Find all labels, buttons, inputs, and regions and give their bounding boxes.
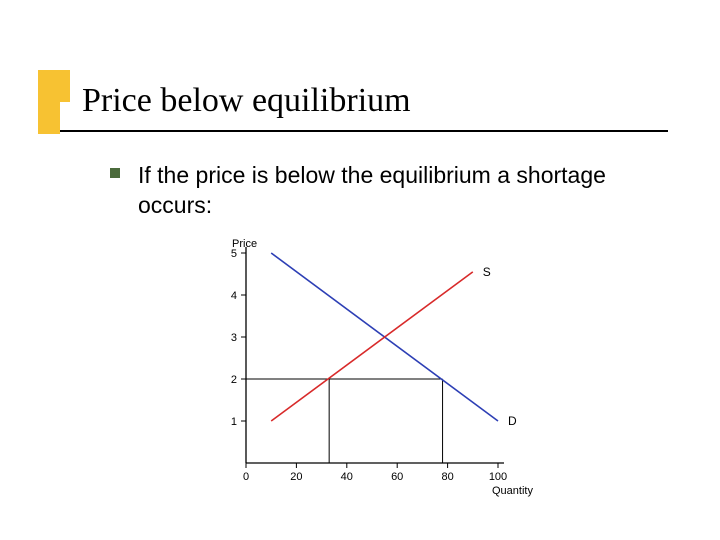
bullet-row: If the price is below the equilibrium a … [110,160,650,220]
x-tick-label: 40 [341,471,353,483]
supply-demand-chart: 12345020406080100PriceQuantitySD [178,235,538,500]
y-tick-label: 1 [231,416,237,428]
y-axis-label: Price [232,238,257,250]
x-tick-label: 0 [243,471,249,483]
x-tick-label: 60 [391,471,403,483]
y-tick-label: 4 [231,290,237,302]
slide-title: Price below equilibrium [82,82,411,120]
accent-box-top [38,70,70,102]
x-tick-label: 80 [441,471,453,483]
x-tick-label: 100 [489,471,507,483]
accent-box-bottom [38,102,60,134]
supply-label: S [483,265,491,279]
bullet-marker [110,168,120,178]
title-underline [60,130,668,132]
x-tick-label: 20 [290,471,302,483]
bullet-text: If the price is below the equilibrium a … [138,160,650,220]
demand-label: D [508,414,517,428]
y-tick-label: 3 [231,332,237,344]
slide: Price below equilibrium If the price is … [0,0,720,540]
x-axis-label: Quantity [492,485,533,497]
y-tick-label: 2 [231,374,237,386]
